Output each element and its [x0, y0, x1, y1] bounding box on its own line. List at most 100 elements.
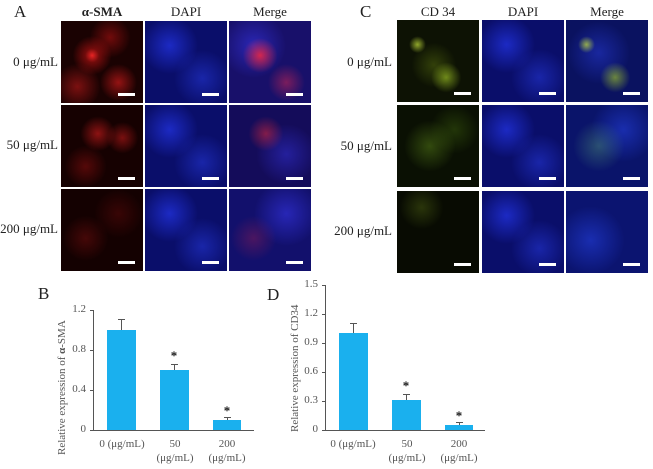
scale-bar: [286, 177, 303, 180]
panel-c-col-cd34: CD 34: [420, 4, 456, 19]
micrograph-a-dapi-0: [145, 21, 227, 103]
ytick-label: 1.2: [304, 307, 318, 319]
chart-d-bar-0: [339, 333, 368, 430]
ytick-label: 1.5: [304, 278, 318, 290]
ytick-label: 0: [80, 423, 87, 435]
chart-b-bar-200: [213, 420, 241, 430]
micrograph-c-merge-200: [566, 191, 648, 273]
error-cap: [171, 364, 178, 365]
chart-d-bar-50: [392, 400, 421, 430]
panel-a-row-0: 0 μg/mL: [13, 54, 58, 69]
x-category: 200 (μg/mL): [208, 438, 246, 464]
error-bar: [353, 323, 354, 333]
scale-bar: [539, 263, 556, 266]
ytick-label: 0.4: [72, 383, 86, 395]
chart-b-y-axis: [93, 310, 94, 431]
scale-bar: [539, 177, 556, 180]
ytick-label: 1.2: [72, 303, 86, 315]
tick: [322, 430, 326, 431]
significance-star: *: [455, 408, 463, 423]
x-category: 50 (μg/mL): [156, 438, 194, 464]
scale-bar: [623, 263, 640, 266]
ytick-label: 0: [312, 423, 319, 435]
error-cap: [350, 323, 357, 324]
error-cap: [224, 417, 231, 418]
micrograph-c-dapi-200: [482, 191, 564, 273]
panel-a-label: A: [14, 2, 27, 21]
scale-bar: [454, 177, 471, 180]
panel-a-row-50: 50 μg/mL: [6, 137, 58, 152]
micrograph-a-dapi-50: [145, 105, 227, 187]
micrograph-c-cd34-0: [397, 20, 479, 102]
ytick-label: 0.6: [304, 365, 318, 377]
error-bar: [174, 364, 175, 370]
panel-c-label: C: [360, 2, 372, 21]
ytick-label: 0.9: [304, 336, 318, 348]
scale-bar: [202, 177, 219, 180]
panel-c-col-dapi: DAPI: [507, 4, 539, 19]
panel-c-row-0: 0 μg/mL: [347, 54, 392, 69]
tick: [90, 310, 94, 311]
panel-c-col-merge: Merge: [590, 4, 624, 19]
micrograph-c-merge-50: [566, 105, 648, 187]
ytick-label: 0.8: [72, 343, 86, 355]
micrograph-a-sma-200: [61, 189, 143, 271]
micrograph-c-dapi-50: [482, 105, 564, 187]
micrograph-a-merge-50: [229, 105, 311, 187]
tick: [322, 285, 326, 286]
error-cap: [403, 394, 410, 395]
micrograph-a-sma-50: [61, 105, 143, 187]
significance-star: *: [402, 378, 410, 393]
scale-bar: [118, 93, 135, 96]
micrograph-c-dapi-0: [482, 20, 564, 102]
x-category: 0 (μg/mL): [99, 438, 145, 450]
tick: [90, 390, 94, 391]
error-cap: [118, 319, 125, 320]
micrograph-c-merge-0: [566, 20, 648, 102]
panel-c-row-50: 50 μg/mL: [340, 138, 392, 153]
micrograph-a-merge-0: [229, 21, 311, 103]
chart-b-bar-50: [160, 370, 189, 430]
scale-bar: [454, 263, 471, 266]
micrograph-a-merge-200: [229, 189, 311, 271]
panel-a-col-merge: Merge: [253, 4, 287, 19]
scale-bar: [286, 93, 303, 96]
panel-a-col-dapi: DAPI: [170, 4, 202, 19]
error-bar: [121, 319, 122, 330]
panel-a-col-alpha-sma: α-SMA: [81, 4, 123, 19]
error-bar: [459, 422, 460, 425]
x-category: 50 (μg/mL): [388, 438, 426, 464]
tick: [322, 314, 326, 315]
error-cap: [456, 422, 463, 423]
scale-bar: [539, 92, 556, 95]
tick: [90, 430, 94, 431]
x-category: 200 (μg/mL): [440, 438, 478, 464]
scale-bar: [118, 177, 135, 180]
tick: [90, 350, 94, 351]
micrograph-a-sma-0: [61, 21, 143, 103]
ytick-label: 0.3: [304, 394, 318, 406]
chart-b-x-axis: [93, 430, 254, 431]
error-bar: [406, 394, 407, 400]
chart-d-y-axis: [325, 285, 326, 431]
panel-a-row-200: 200 μg/mL: [0, 221, 58, 236]
significance-star: *: [170, 348, 178, 363]
chart-d-bar-200: [445, 425, 473, 430]
panel-c-row-200: 200 μg/mL: [334, 223, 392, 238]
significance-star: *: [223, 403, 231, 418]
scale-bar: [623, 177, 640, 180]
tick: [322, 372, 326, 373]
micrograph-c-cd34-50: [397, 105, 479, 187]
panel-d-label: D: [267, 285, 280, 304]
chart-d-x-axis: [325, 430, 485, 431]
scale-bar: [623, 92, 640, 95]
chart-b-bar-0: [107, 330, 136, 430]
tick: [322, 401, 326, 402]
scale-bar: [454, 92, 471, 95]
panel-b-label: B: [38, 284, 50, 303]
error-bar: [227, 417, 228, 420]
micrograph-a-dapi-200: [145, 189, 227, 271]
scale-bar: [202, 261, 219, 264]
scale-bar: [286, 261, 303, 264]
tick: [322, 343, 326, 344]
